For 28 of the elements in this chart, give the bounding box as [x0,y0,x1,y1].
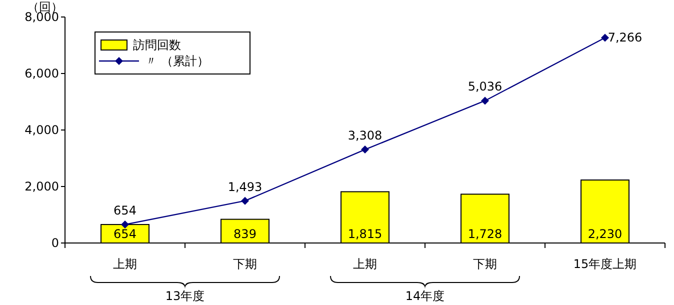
data-label: 7,266 [608,30,642,45]
point [121,220,129,229]
data-label: 654 [114,204,136,218]
data-label: 1,815 [348,227,382,241]
data-label: 654 [114,227,136,241]
x-tick-label: 上期 [113,257,137,271]
point [481,96,489,105]
text: 14年度 [405,289,445,303]
y-tick-label: 6,000 [24,66,59,80]
data-label: 3,308 [348,128,382,143]
text: 13年度 [165,289,205,303]
data-label: 2,230 [588,227,622,241]
x-tick-label: 下期 [473,257,497,271]
x-tick-label: 下期 [233,257,257,271]
point [241,196,249,205]
legend-label: 〃 （累計） [145,54,209,68]
x-tick-label: 15年度上期 [573,257,637,271]
point [361,146,369,154]
data-label: 5,036 [468,80,502,94]
point [601,34,609,42]
y-tick-label: 2,000 [24,180,59,194]
data-label: 839 [234,227,256,241]
x-tick-label: 上期 [353,257,377,271]
data-label: 1,493 [228,180,262,194]
y-tick-label: 0 [51,236,59,250]
data-label: 1,728 [468,227,502,241]
legend-label: 訪問回数 [133,38,181,52]
y-tick-label: 4,000 [24,123,59,137]
